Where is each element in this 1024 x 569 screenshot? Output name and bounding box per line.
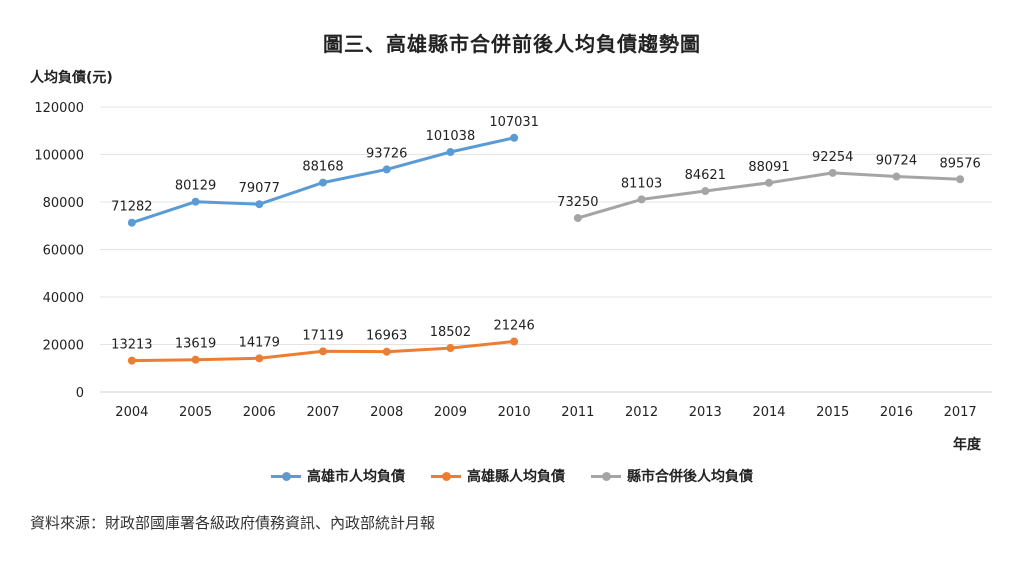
legend: 高雄市人均負債 高雄縣人均負債 縣市合併後人均負債 [0,466,1024,486]
data-point [382,347,391,356]
data-label: 93726 [366,146,407,161]
legend-label: 高雄市人均負債 [307,469,405,485]
data-point [828,168,837,177]
y-tick-label: 20000 [43,339,84,354]
data-label: 14179 [239,335,280,350]
data-label: 88091 [748,160,789,175]
source-note: 資料來源：財政部國庫署各級政府債務資訊、內政部統計月報 [30,514,436,532]
data-label: 17119 [302,328,343,343]
x-tick-label: 2017 [944,405,977,420]
y-tick-label: 40000 [43,291,84,306]
data-point [956,175,965,184]
data-point [573,214,582,223]
legend-label: 高雄縣人均負債 [467,469,565,485]
data-label: 21246 [493,319,534,334]
y-axis-label: 人均負債(元) [30,70,113,86]
x-tick-label: 2005 [179,405,212,420]
data-point [637,195,646,204]
data-point [446,344,455,353]
legend-item-merged: 縣市合併後人均負債 [591,466,753,486]
legend-swatch-gray [591,470,621,482]
x-tick-label: 2009 [434,405,467,420]
y-tick-label: 120000 [34,101,84,116]
legend-item-kaohsiung-city: 高雄市人均負債 [271,466,405,486]
data-label: 84621 [685,168,726,183]
data-point [701,187,710,196]
data-point [510,133,519,142]
legend-swatch-orange [431,470,461,482]
data-point [255,354,264,363]
data-label: 71282 [111,200,152,215]
x-axis-label: 年度 [953,437,981,453]
y-tick-label: 0 [76,386,84,401]
data-label: 88168 [302,160,343,175]
x-tick-label: 2014 [752,405,785,420]
y-tick-label: 100000 [34,149,84,164]
data-label: 80129 [175,179,216,194]
x-tick-label: 2011 [561,405,594,420]
data-point [892,172,901,181]
x-tick-label: 2004 [115,405,148,420]
data-point [191,355,200,364]
y-tick-label: 80000 [43,196,84,211]
data-label: 13619 [175,337,216,352]
x-tick-label: 2013 [689,405,722,420]
data-label: 101038 [426,129,476,144]
data-point [446,148,455,157]
x-tick-label: 2016 [880,405,913,420]
data-label: 107031 [489,115,539,130]
data-label: 90724 [876,154,917,169]
x-tick-label: 2012 [625,405,658,420]
legend-swatch-blue [271,470,301,482]
data-label: 89576 [939,156,980,171]
data-point [510,337,519,346]
x-tick-label: 2015 [816,405,849,420]
data-point [191,197,200,206]
data-label: 16963 [366,329,407,344]
data-label: 13213 [111,338,152,353]
data-point [319,178,327,187]
data-point [255,200,264,209]
x-tick-label: 2006 [243,405,276,420]
data-label: 73250 [557,195,598,210]
data-point [382,165,391,174]
legend-item-kaohsiung-county: 高雄縣人均負債 [431,466,565,486]
x-tick-label: 2010 [498,405,531,420]
data-label: 92254 [812,150,853,165]
data-point [127,218,136,227]
data-point [127,356,136,365]
x-tick-label: 2008 [370,405,403,420]
y-tick-label: 60000 [43,244,84,259]
x-tick-label: 2007 [306,405,339,420]
chart-title: 圖三、高雄縣市合併前後人均負債趨勢圖 [323,32,701,56]
data-point [319,347,327,356]
legend-label: 縣市合併後人均負債 [627,469,753,485]
data-label: 79077 [239,181,280,196]
data-label: 18502 [430,325,471,340]
data-point [765,178,773,187]
data-label: 81103 [621,176,662,191]
